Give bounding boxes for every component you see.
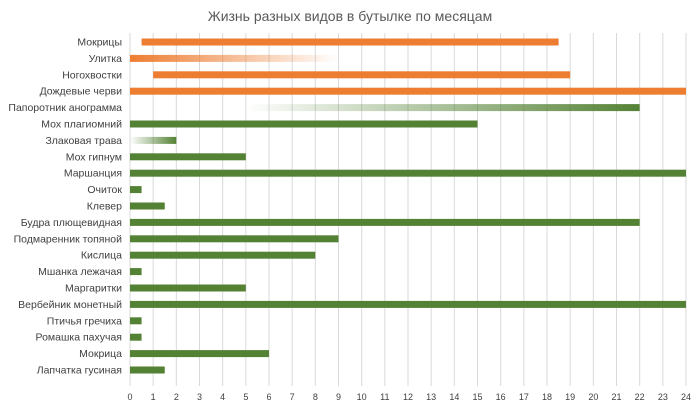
x-tick-label: 11	[380, 392, 389, 402]
x-tick-label: 13	[426, 392, 436, 402]
x-tick-label: 9	[336, 392, 341, 402]
x-tick-label: 5	[243, 392, 248, 402]
bar	[153, 71, 571, 79]
x-tick-label: 7	[290, 392, 295, 402]
category-label: Будра плющевидная	[21, 217, 122, 229]
x-tick-label: 8	[313, 392, 318, 402]
x-tick-label: 2	[174, 392, 179, 402]
category-label: Маргаритки	[65, 283, 122, 295]
category-label: Улитка	[89, 53, 123, 65]
category-label: Ромашка пахучая	[36, 332, 122, 344]
category-label: Кислица	[81, 250, 122, 262]
category-label: Мокрица	[79, 348, 122, 360]
bar	[130, 87, 686, 95]
bar	[245, 104, 640, 112]
category-label: Мох плагиомний	[41, 119, 122, 131]
x-tick-label: 20	[588, 392, 598, 402]
category-label: Ногохвостки	[62, 69, 122, 81]
x-tick-label: 6	[266, 392, 271, 402]
category-label: Папоротник анограмма	[8, 102, 122, 114]
x-tick-label: 19	[565, 392, 575, 402]
category-label: Птичья гречиха	[47, 315, 122, 327]
x-tick-label: 0	[127, 392, 132, 402]
x-tick-label: 4	[220, 392, 225, 402]
bar	[130, 202, 165, 210]
x-tick-label: 22	[635, 392, 645, 402]
chart-title: Жизнь разных видов в бутылке по месяцам	[207, 8, 493, 24]
x-tick-label: 14	[449, 392, 459, 402]
bar	[130, 251, 316, 259]
bar	[130, 169, 686, 177]
bar	[130, 235, 339, 243]
x-tick-label: 3	[197, 392, 202, 402]
bar	[130, 300, 686, 308]
x-tick-label: 1	[151, 392, 156, 402]
category-label: Мох гипнум	[66, 151, 122, 163]
category-label: Очиток	[87, 184, 122, 196]
bar	[130, 120, 478, 128]
bar	[130, 284, 246, 292]
x-tick-label: 21	[611, 392, 621, 402]
category-label: Злаковая трава	[45, 135, 122, 147]
category-label: Мшанка лежачая	[38, 266, 122, 278]
x-tick-label: 10	[357, 392, 367, 402]
bar	[130, 218, 640, 226]
bar	[130, 350, 269, 358]
bar	[130, 333, 142, 341]
category-label: Дождевые черви	[40, 86, 123, 98]
bar	[130, 317, 142, 325]
category-label: Вербейник монетный	[18, 299, 122, 311]
x-tick-label: 12	[403, 392, 413, 402]
category-label: Подмаренник топяной	[14, 233, 123, 245]
category-label: Лапчатка гусиная	[37, 365, 122, 377]
category-label: Клевер	[87, 201, 122, 213]
x-tick-label: 23	[658, 392, 668, 402]
x-tick-label: 16	[496, 392, 506, 402]
x-tick-label: 24	[681, 392, 691, 402]
bar	[130, 186, 142, 194]
x-tick-label: 18	[542, 392, 552, 402]
bar	[130, 366, 165, 374]
x-tick-label: 15	[472, 392, 482, 402]
bar	[130, 153, 246, 161]
bar	[130, 54, 339, 62]
x-tick-label: 17	[519, 392, 529, 402]
category-label: Мокрицы	[77, 37, 122, 49]
bar	[130, 136, 177, 144]
bar	[141, 38, 559, 46]
bar	[130, 268, 142, 276]
category-label: Маршанция	[64, 168, 122, 180]
